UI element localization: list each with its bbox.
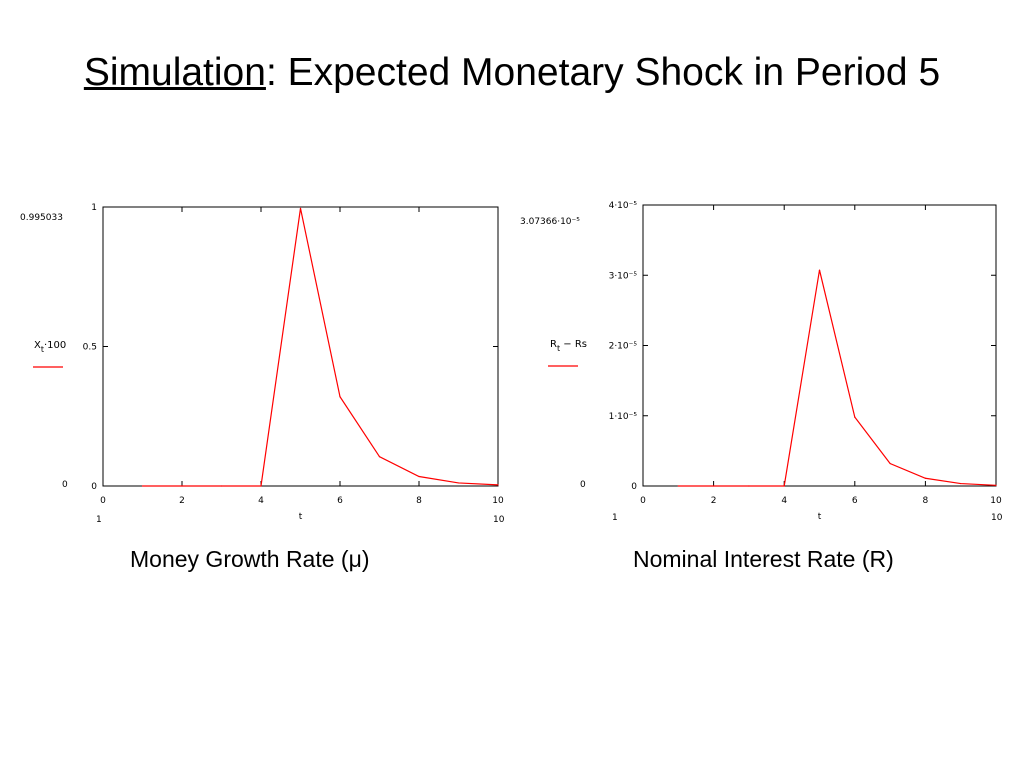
data-point xyxy=(889,462,891,465)
data-point xyxy=(497,484,499,486)
y-tick-label: 0.5 xyxy=(83,343,97,353)
data-point xyxy=(748,485,750,487)
x-max-readout: 10 xyxy=(991,513,1003,523)
y-min-readout: 0 xyxy=(580,480,586,490)
y-tick-label: 2·10⁻⁵ xyxy=(609,342,638,352)
data-point xyxy=(713,485,715,487)
x-tick-label: 0 xyxy=(640,496,646,506)
y-tick-label: 0 xyxy=(631,482,637,492)
data-point xyxy=(960,482,962,485)
x-tick-label: 2 xyxy=(179,496,185,506)
data-point xyxy=(260,485,262,487)
data-point xyxy=(378,456,381,458)
data-point xyxy=(854,416,856,418)
x-tick-label: 8 xyxy=(923,496,929,506)
data-point xyxy=(141,485,144,487)
y-tick-label: 1 xyxy=(91,203,97,213)
chart-1: 0 2 4 6 8 10 0 0.5 1 Xt·100 t 0.995033 0 1 10 xyxy=(20,203,505,525)
plot-frame xyxy=(102,206,499,487)
y-max-readout: 3.07366·10⁻⁵ xyxy=(520,217,580,227)
x-tick-label: 6 xyxy=(852,496,858,506)
x-axis-label: t xyxy=(299,512,303,522)
data-point xyxy=(220,485,223,487)
caption-nominal-interest-rate: Nominal Interest Rate (R) xyxy=(633,546,894,572)
x-min-readout: 1 xyxy=(612,513,618,523)
x-tick-label: 8 xyxy=(416,496,422,506)
slide-title-rest: : Expected Monetary Shock in Period 5 xyxy=(265,51,941,94)
caption-money-growth-rate: Money Growth Rate (μ) xyxy=(130,546,370,572)
series-line xyxy=(142,208,499,487)
x-tick-label: 6 xyxy=(337,496,343,506)
x-tick-label: 10 xyxy=(990,496,1002,506)
series-line xyxy=(678,269,997,487)
data-point xyxy=(995,484,997,486)
x-axis-label: t xyxy=(818,512,822,522)
y-axis-label: Xt·100 xyxy=(34,340,66,354)
slide-title-underlined: Simulation xyxy=(83,51,266,94)
x-max-readout: 10 xyxy=(493,515,505,525)
data-point xyxy=(339,396,341,398)
data-point xyxy=(924,477,927,479)
data-point xyxy=(783,485,785,487)
y-tick-label: 4·10⁻⁵ xyxy=(609,201,638,211)
x-tick-label: 2 xyxy=(711,496,717,506)
x-tick-label: 4 xyxy=(781,496,787,506)
y-tick-label: 1·10⁻⁵ xyxy=(609,412,638,422)
x-tick-label: 4 xyxy=(258,496,264,506)
y-axis-label: Rt − Rs xyxy=(550,339,587,353)
data-point xyxy=(181,485,183,487)
y-min-readout: 0 xyxy=(62,480,68,490)
x-tick-label: 0 xyxy=(100,496,106,506)
plot-frame xyxy=(642,204,997,487)
y-max-readout: 0.995033 xyxy=(20,213,63,223)
data-point xyxy=(457,482,460,484)
data-point xyxy=(818,269,821,271)
x-tick-label: 10 xyxy=(492,496,504,506)
x-min-readout: 1 xyxy=(96,515,102,525)
y-tick-label: 0 xyxy=(91,482,97,492)
data-point xyxy=(418,475,420,478)
data-point xyxy=(299,207,302,209)
y-tick-label: 3·10⁻⁵ xyxy=(609,271,638,281)
data-point xyxy=(677,485,679,487)
slide-title: Simulation: Expected Monetary Shock in P… xyxy=(0,44,1024,102)
